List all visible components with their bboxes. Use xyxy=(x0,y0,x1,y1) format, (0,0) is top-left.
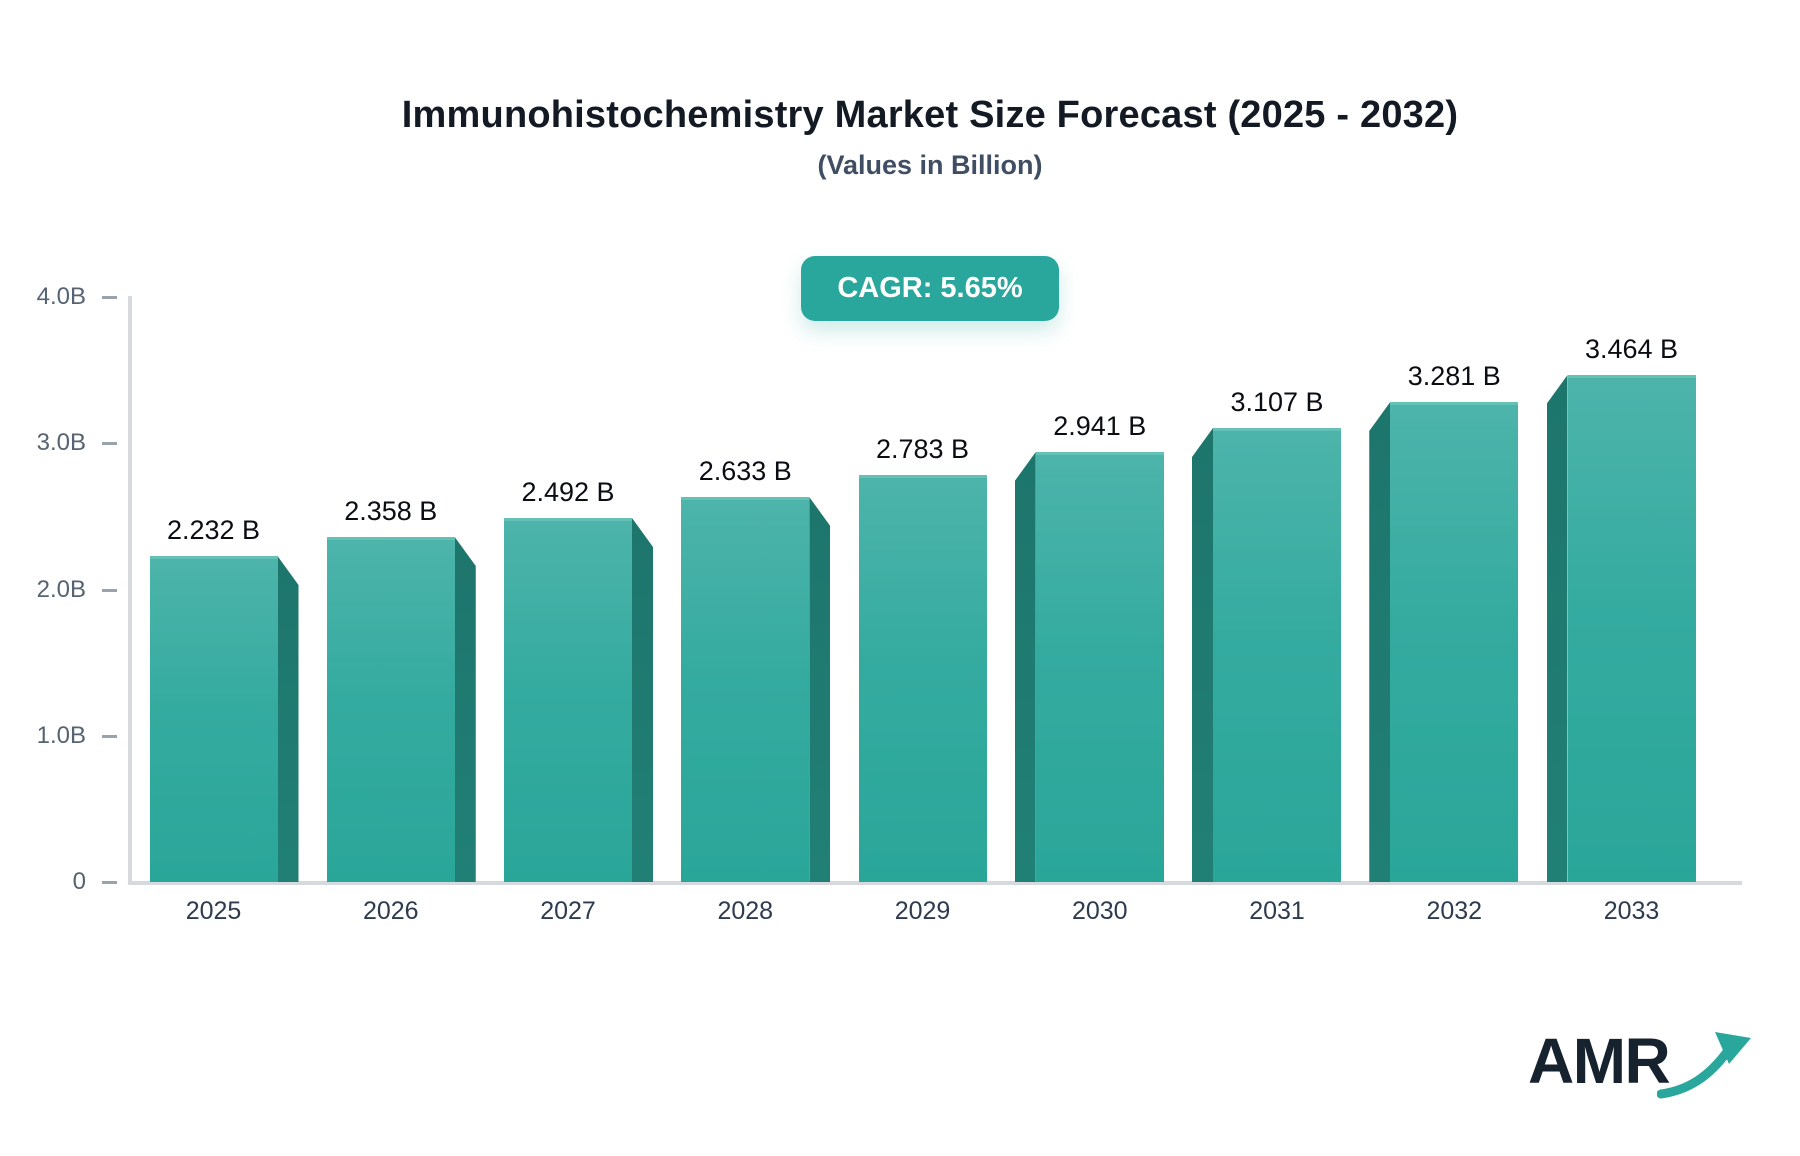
x-axis-label: 2028 xyxy=(717,897,774,925)
x-axis-label: 2031 xyxy=(1249,897,1305,925)
bar[interactable] xyxy=(1213,428,1341,882)
amr-logo: AMR xyxy=(1528,1025,1753,1107)
y-axis-line xyxy=(128,296,132,885)
bar-value-label: 3.107 B xyxy=(1230,387,1324,417)
bar-value-label: 2.232 B xyxy=(166,515,261,545)
x-axis-label: 2027 xyxy=(540,897,596,925)
bar-value-label: 3.464 B xyxy=(1584,334,1679,364)
y-tick-dash xyxy=(102,442,117,446)
y-tick-label: 4.0B xyxy=(36,283,86,310)
cagr-badge: CAGR: 5.65% xyxy=(801,256,1059,321)
bar[interactable] xyxy=(1035,452,1164,882)
y-tick-dash xyxy=(102,881,117,884)
bar[interactable] xyxy=(1390,402,1519,882)
bar-value-label: 2.358 B xyxy=(344,496,438,526)
growth-arrow-icon xyxy=(1656,1030,1753,1107)
x-axis-label: 2030 xyxy=(1071,897,1128,925)
bar[interactable] xyxy=(326,537,455,882)
bar-value-label: 2.941 B xyxy=(1053,411,1147,441)
bar[interactable] xyxy=(149,556,278,882)
x-axis-label: 2029 xyxy=(894,897,951,925)
bar-side-face xyxy=(1014,452,1036,882)
cagr-badge-row: CAGR: 5.65% xyxy=(60,256,1800,321)
bar-value-label: 2.633 B xyxy=(698,456,792,486)
y-tick-label: 1.0B xyxy=(36,721,86,749)
x-axis-label: 2032 xyxy=(1426,897,1483,925)
bar-side-face xyxy=(1192,428,1213,882)
x-axis-label: 2033 xyxy=(1603,897,1660,925)
x-axis-line xyxy=(128,881,1742,885)
y-tick-label: 0 xyxy=(72,868,86,895)
y-tick-dash xyxy=(102,296,117,299)
bar-side-face xyxy=(1546,375,1568,882)
bar-side-face xyxy=(809,497,831,882)
bar[interactable] xyxy=(858,475,987,882)
y-tick-label: 3.0B xyxy=(36,429,86,457)
bar[interactable] xyxy=(681,497,810,882)
bar[interactable] xyxy=(1567,375,1696,882)
bar-side-face xyxy=(454,537,476,882)
x-axis-label: 2025 xyxy=(185,897,242,925)
bar[interactable] xyxy=(504,518,632,882)
bar-value-label: 3.281 B xyxy=(1407,361,1501,391)
bar-value-label: 2.492 B xyxy=(521,477,615,507)
y-tick-dash xyxy=(102,734,117,738)
bar-side-face xyxy=(277,556,299,882)
y-tick-dash xyxy=(102,588,117,592)
y-tick-label: 2.0B xyxy=(36,575,86,603)
bar-side-face xyxy=(1369,402,1391,882)
x-axis-label: 2026 xyxy=(362,897,419,925)
bar-side-face xyxy=(632,518,653,882)
bar-value-label: 2.783 B xyxy=(875,434,970,464)
chart-subtitle: (Values in Billion) xyxy=(817,150,1043,180)
chart-title: Immunohistochemistry Market Size Forecas… xyxy=(401,94,1459,136)
amr-logo-text: AMR xyxy=(1528,1025,1671,1097)
